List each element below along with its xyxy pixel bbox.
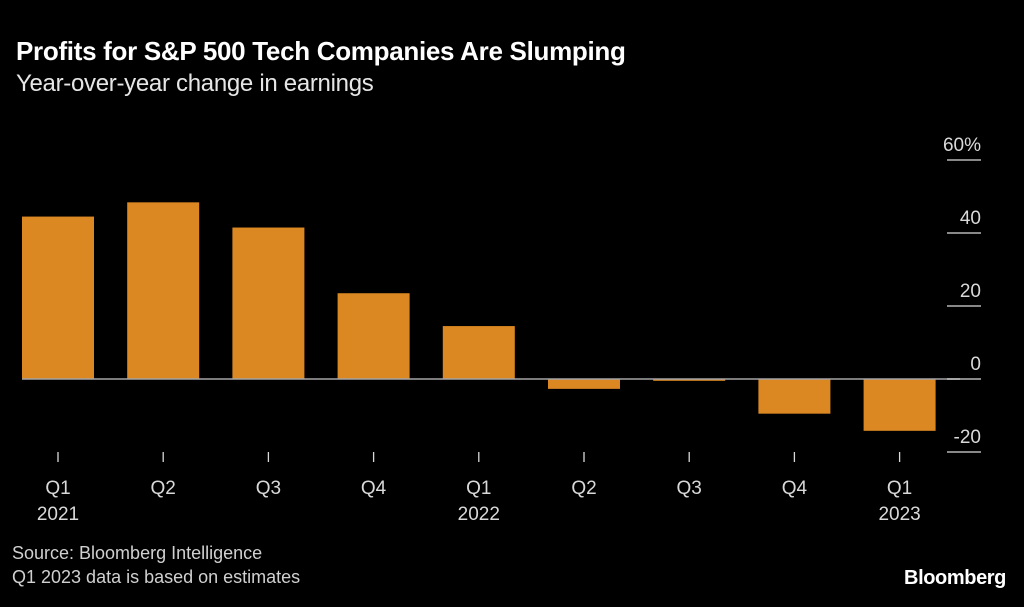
bloomberg-logo: Bloomberg xyxy=(904,567,1006,589)
x-tick-label: Q4 xyxy=(361,478,387,499)
x-tick-label: Q4 xyxy=(782,478,808,499)
bar-q1-2021 xyxy=(22,216,94,379)
bar-q1-2022 xyxy=(442,326,515,379)
bars-group xyxy=(22,202,936,431)
bar-q3-2021 xyxy=(232,227,305,379)
bar-q1-2023 xyxy=(863,379,936,431)
bar-q3-2022 xyxy=(653,379,726,381)
x-axis: Q1 2021 Q2 Q3 Q4 Q1 2022 Q2 Q3 Q4 Q1 2023 xyxy=(37,452,921,525)
y-tick-label: 20 xyxy=(960,281,981,302)
x-tick-label: Q2 xyxy=(571,478,596,499)
bar-q4-2021 xyxy=(337,293,410,379)
x-tick-year-label: 2022 xyxy=(458,504,500,525)
x-tick-label: Q1 xyxy=(45,478,70,499)
source-note: Source: Bloomberg Intelligence Q1 2023 d… xyxy=(12,541,300,589)
y-tick-label: 40 xyxy=(960,208,981,229)
y-tick-label: -20 xyxy=(954,427,981,448)
chart-subtitle: Year-over-year change in earnings xyxy=(16,70,374,97)
x-tick-label: Q3 xyxy=(677,478,702,499)
x-tick-label: Q1 xyxy=(887,478,912,499)
bar-q2-2022 xyxy=(548,379,620,389)
x-tick-year-label: 2023 xyxy=(878,504,920,525)
y-tick-label: 0 xyxy=(970,354,981,375)
y-tick-label: 60% xyxy=(943,135,981,156)
bar-q2-2021 xyxy=(127,202,200,379)
estimate-note: Q1 2023 data is based on estimates xyxy=(12,567,301,587)
x-tick-label: Q3 xyxy=(256,478,281,499)
x-tick-label: Q1 xyxy=(466,478,491,499)
x-tick-year-label: 2021 xyxy=(37,504,79,525)
chart-title: Profits for S&P 500 Tech Companies Are S… xyxy=(16,36,626,66)
y-axis: 60% 40 20 0 -20 xyxy=(943,135,981,453)
x-tick-label: Q2 xyxy=(151,478,176,499)
bar-q4-2022 xyxy=(758,379,831,414)
source-text: Source: Bloomberg Intelligence xyxy=(12,543,263,563)
